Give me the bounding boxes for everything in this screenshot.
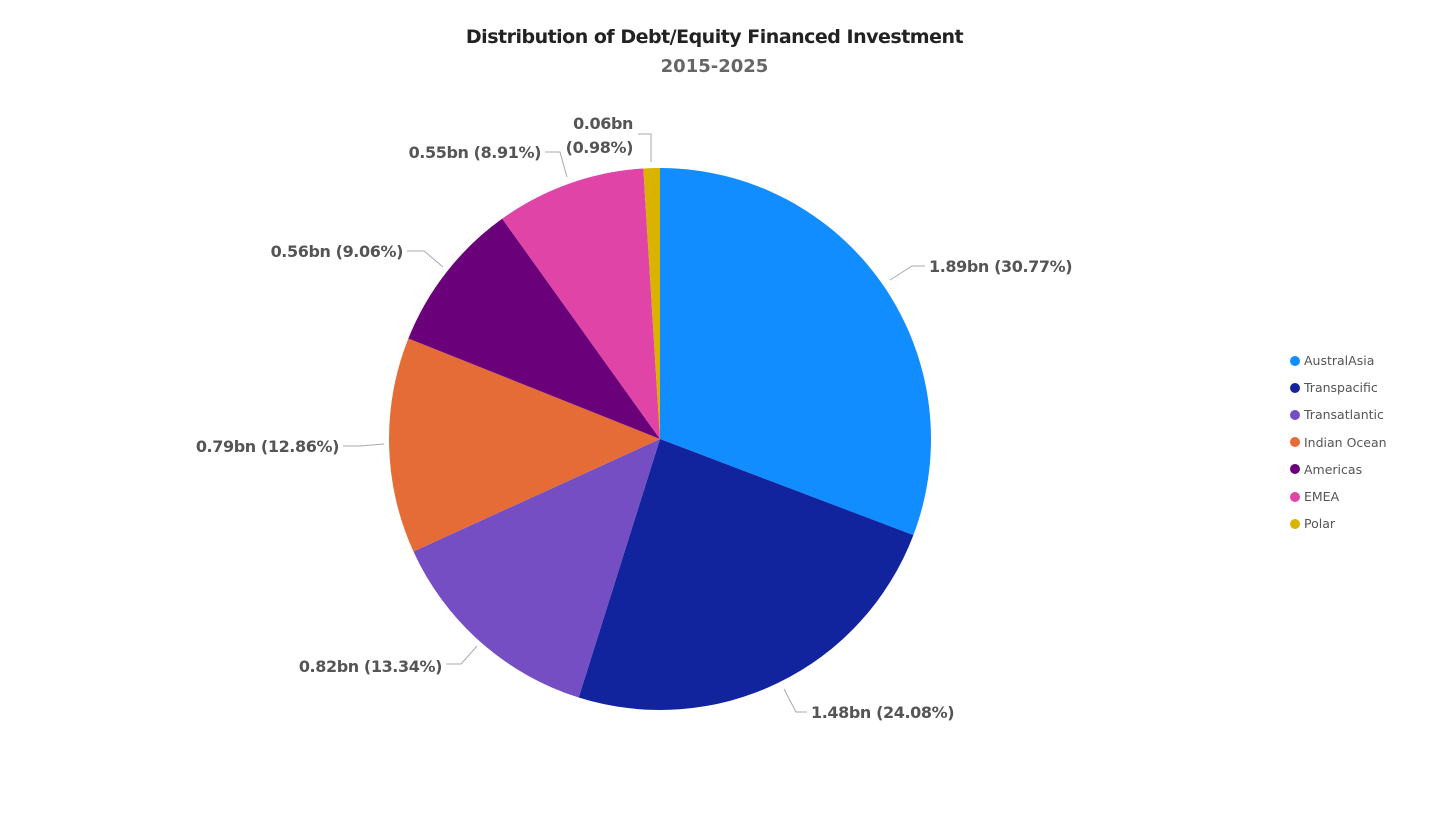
legend-item-australasia[interactable]: AustralAsia [1290, 347, 1387, 374]
pie-slice-australasia[interactable] [660, 168, 931, 536]
legend-label: Transpacific [1304, 380, 1378, 396]
data-label-americas: 0.56bn (9.06%) [271, 242, 403, 261]
pie-slice-americas[interactable] [408, 218, 660, 439]
data-label-emea: 0.55bn (8.91%) [409, 143, 541, 162]
leader-line-americas [407, 250, 444, 268]
data-label-transatlantic: 0.82bn (13.34%) [299, 657, 442, 676]
pie-slice-indian-ocean[interactable] [389, 338, 660, 552]
leader-line-transatlantic [446, 645, 478, 665]
legend-dot-icon [1290, 382, 1300, 393]
chart-subtitle: 2015-2025 [660, 56, 769, 77]
legend-dot-icon [1290, 409, 1300, 420]
legend-item-transatlantic[interactable]: Transatlantic [1290, 401, 1387, 428]
legend-dot-icon [1290, 437, 1300, 448]
pie-slice-transpacific[interactable] [578, 439, 914, 710]
leader-line-australasia [889, 265, 925, 281]
pie-slice-polar[interactable] [643, 168, 660, 439]
legend-label: AustralAsia [1304, 353, 1375, 369]
leader-line-polar [638, 133, 652, 162]
legend-item-polar[interactable]: Polar [1290, 510, 1387, 537]
leader-line-transpacific [783, 688, 807, 713]
legend-dot-icon [1290, 491, 1300, 502]
data-label-australasia: 1.89bn (30.77%) [929, 257, 1072, 276]
leader-line-indian-ocean [343, 443, 385, 447]
legend-dot-icon [1290, 518, 1300, 529]
data-label-transpacific: 1.48bn (24.08%) [811, 703, 954, 722]
pie-slice-emea[interactable] [502, 168, 660, 439]
legend-item-indian-ocean[interactable]: Indian Ocean [1290, 429, 1387, 456]
legend-item-transpacific[interactable]: Transpacific [1290, 374, 1387, 401]
legend-dot-icon [1290, 464, 1300, 475]
legend-item-americas[interactable]: Americas [1290, 456, 1387, 483]
legend-label: Polar [1304, 516, 1336, 532]
legend: AustralAsia Transpacific Transatlantic Indi… [1290, 347, 1387, 537]
leader-line-emea [545, 151, 568, 178]
legend-label: Indian Ocean [1304, 434, 1387, 450]
data-label-polar: 0.06bn (0.98%) [566, 114, 633, 157]
pie-slice-transatlantic[interactable] [413, 439, 660, 698]
legend-label: EMEA [1304, 489, 1340, 505]
legend-label: Americas [1304, 461, 1363, 477]
chart-title: Distribution of Debt/Equity Financed Inv… [465, 26, 964, 48]
legend-label: Transatlantic [1304, 407, 1384, 423]
legend-dot-icon [1290, 355, 1300, 366]
legend-item-emea[interactable]: EMEA [1290, 483, 1387, 510]
data-label-indian-ocean: 0.79bn (12.86%) [196, 437, 339, 456]
